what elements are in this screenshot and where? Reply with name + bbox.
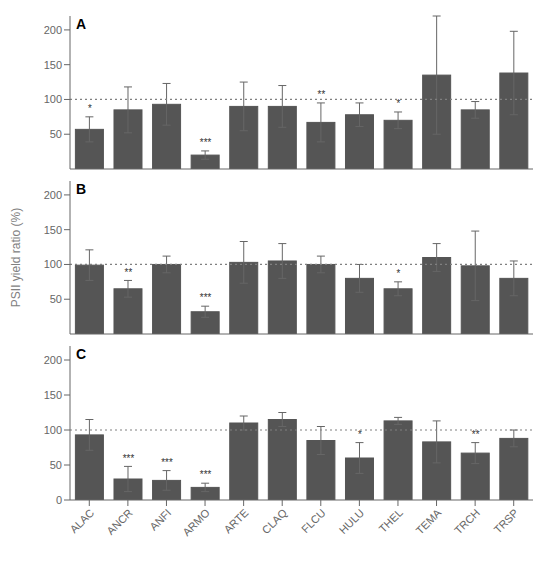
svg-text:100: 100 [44,93,62,105]
svg-text:ANCR: ANCR [104,506,135,537]
svg-text:200: 200 [44,189,62,201]
svg-text:PSII yield ratio (%): PSII yield ratio (%) [9,208,23,307]
svg-text:ARMO: ARMO [180,506,212,538]
svg-text:HULU: HULU [337,506,367,536]
svg-text:*: * [396,268,401,279]
svg-text:100: 100 [44,258,62,270]
svg-text:150: 150 [44,59,62,71]
svg-text:200: 200 [44,354,62,366]
svg-text:***: *** [161,457,174,468]
html-text:A: A [76,16,87,32]
svg-text:TEMA: TEMA [413,506,444,537]
svg-text:150: 150 [44,389,62,401]
svg-text:TRSP: TRSP [491,506,520,535]
svg-text:*: * [87,103,92,114]
svg-text:100: 100 [44,424,62,436]
svg-text:0: 0 [56,494,62,506]
svg-text:***: *** [199,137,212,148]
svg-text:***: *** [199,469,212,480]
svg-text:**: ** [124,267,133,278]
svg-text:THEL: THEL [377,506,405,534]
svg-text:***: *** [199,292,212,303]
html-text:B: B [76,181,87,197]
svg-text:ALAC: ALAC [67,506,96,535]
html-text:C: C [76,346,87,362]
svg-text:150: 150 [44,224,62,236]
svg-text:ANFI: ANFI [147,506,173,532]
svg-text:ARTE: ARTE [221,506,250,535]
svg-text:200: 200 [44,24,62,36]
svg-text:**: ** [317,89,326,100]
svg-text:FLCU: FLCU [299,506,328,535]
svg-text:CLAQ: CLAQ [259,506,289,536]
svg-text:50: 50 [50,293,62,305]
svg-text:50: 50 [50,128,62,140]
svg-text:50: 50 [50,459,62,471]
svg-text:TRCH: TRCH [452,506,482,536]
svg-text:***: *** [122,453,135,464]
